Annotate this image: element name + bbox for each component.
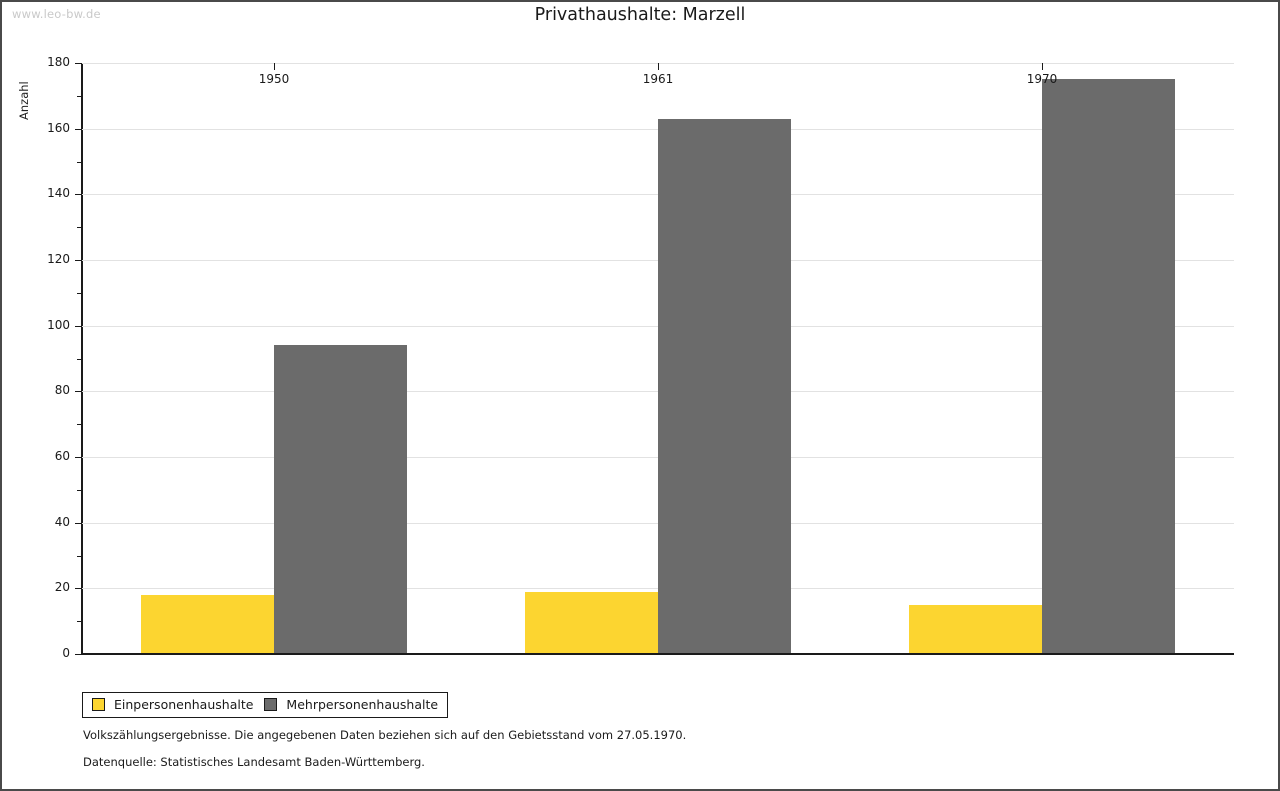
y-axis-title: Anzahl — [4, 62, 31, 122]
x-tick-label-1970: 1970 — [1026, 72, 1058, 86]
y-tick-label: 160 — [47, 120, 70, 135]
y-tick-mark — [75, 63, 82, 64]
y-tick-mark-minor — [77, 489, 82, 491]
x-tick-label-1961: 1961 — [642, 72, 674, 86]
y-tick-label: 40 — [54, 514, 70, 529]
bar-mehrpersonenhaushalte-1961 — [658, 118, 791, 654]
y-tick-mark — [75, 325, 82, 327]
bar-einpersonenhaushalte-1961 — [525, 591, 658, 654]
watermark-leo-bw: www.leo-bw.de — [12, 7, 101, 21]
legend-label: Einpersonenhaushalte — [114, 697, 254, 712]
y-axis-title-label: Anzahl — [17, 81, 31, 120]
y-tick-mark — [75, 260, 82, 261]
y-tick-mark — [75, 128, 82, 130]
bar-einpersonenhaushalte-1950 — [141, 594, 274, 654]
footnote-census-note: Volkszählungsergebnisse. Die angegebenen… — [83, 728, 687, 742]
legend-swatch-icon — [264, 698, 278, 711]
y-tick-label: 80 — [54, 383, 70, 398]
x-tick-label-1950: 1950 — [258, 72, 290, 86]
x-axis-baseline — [82, 653, 1234, 655]
y-tick-mark-minor — [77, 621, 82, 623]
footnote-data-source: Datenquelle: Statistisches Landesamt Bad… — [83, 755, 425, 769]
legend-label: Mehrpersonenhaushalte — [286, 697, 439, 712]
y-tick-mark — [75, 194, 82, 196]
y-tick-label: 120 — [47, 252, 70, 266]
bar-mehrpersonenhaushalte-1970 — [1042, 79, 1175, 654]
y-axis-line — [81, 63, 83, 655]
y-tick-label: 0 — [62, 646, 70, 660]
y-tick-mark-minor — [77, 424, 82, 426]
x-tick-mark — [658, 63, 659, 70]
x-tick-mark — [1042, 63, 1043, 70]
legend-item-mehrpersonenhaushalte[interactable]: Mehrpersonenhaushalte — [264, 697, 438, 712]
y-tick-label: 20 — [54, 580, 70, 595]
y-tick-mark-minor — [77, 555, 82, 557]
y-tick-mark — [75, 391, 82, 393]
bar-einpersonenhaushalte-1970 — [909, 604, 1042, 654]
y-tick-mark-minor — [77, 161, 82, 163]
y-tick-label: 60 — [54, 449, 70, 463]
y-tick-mark-minor — [77, 95, 82, 97]
y-tick-mark — [75, 588, 82, 590]
legend-item-einpersonenhaushalte[interactable]: Einpersonenhaushalte — [92, 697, 253, 712]
y-tick-label: 180 — [47, 55, 70, 69]
y-tick-mark-minor — [77, 358, 82, 360]
legend-swatch-icon — [92, 698, 105, 711]
x-tick-mark — [274, 63, 275, 70]
plot-area: 0 20 40 60 80 100 120 140 160 180 1950 1961 1970 — [47, 55, 1234, 660]
y-tick-mark — [75, 457, 82, 458]
y-tick-mark-minor — [77, 292, 82, 294]
chart-legend: Einpersonenhaushalte Mehrpersonenhaushalt… — [82, 692, 449, 718]
page-title: Privathaushalte: Marzell — [534, 5, 746, 25]
y-tick-label: 140 — [47, 186, 70, 201]
y-tick-mark-minor — [77, 227, 82, 229]
y-tick-label: 100 — [47, 317, 70, 332]
y-tick-mark — [75, 522, 82, 524]
bar-mehrpersonenhaushalte-1950 — [274, 345, 407, 654]
y-tick-mark — [75, 654, 82, 655]
